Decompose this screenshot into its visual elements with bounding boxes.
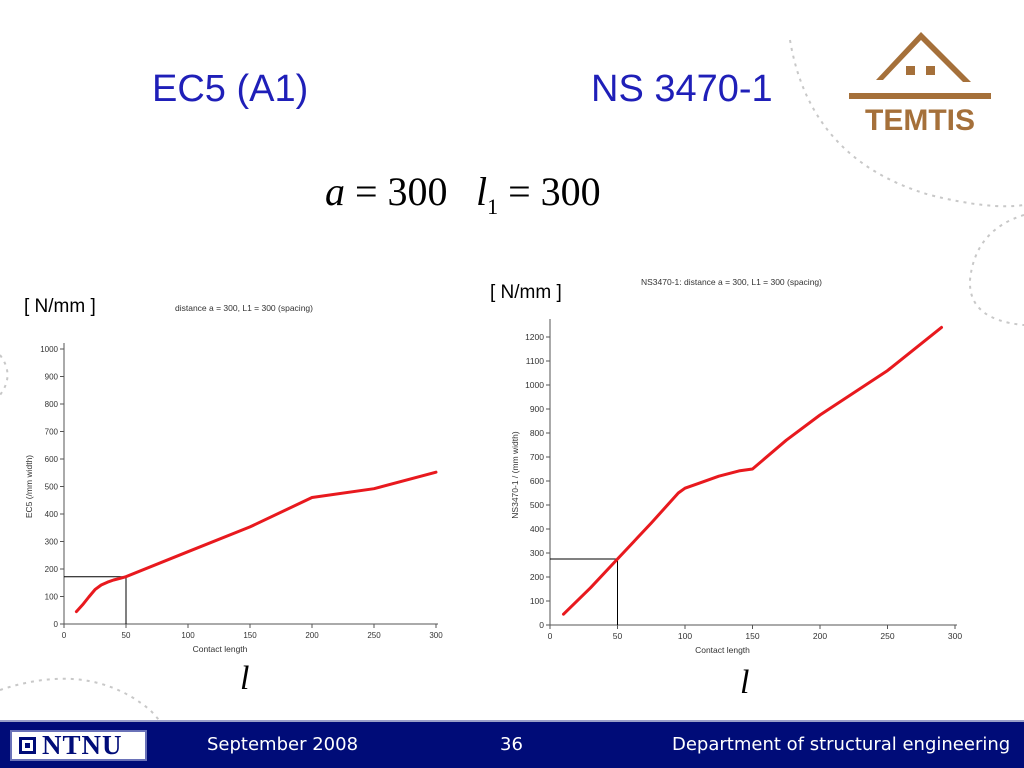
y-tick-label: 1000 (525, 380, 544, 390)
x-tick-label: 200 (305, 631, 319, 640)
formula-l-var: l (476, 169, 488, 214)
x-axis-label: Contact length (193, 644, 248, 654)
y-axis-label: NS3470-1 / (mm width) (510, 431, 520, 519)
y-tick-label: 500 (530, 500, 544, 510)
y-tick-label: 100 (45, 593, 59, 602)
ntnu-logo-text: NTNU (42, 730, 123, 760)
formula-a-var: a (325, 169, 345, 214)
temtis-logo: TEMTIS (849, 32, 991, 136)
series-line (74, 470, 438, 614)
deco-arc-top (789, 39, 1024, 208)
unit-label-right: [ N/mm ] (490, 282, 562, 303)
y-tick-label: 700 (530, 452, 544, 462)
contact-length-symbol-right: l (740, 664, 750, 701)
ntnu-logo: NTNU (10, 730, 147, 761)
y-tick-label: 100 (530, 596, 544, 606)
y-tick-label: 200 (530, 572, 544, 582)
x-tick-label: 150 (745, 631, 759, 641)
y-tick-label: 0 (539, 620, 544, 630)
y-tick-label: 200 (45, 565, 59, 574)
series-line (562, 325, 943, 616)
y-tick-label: 600 (530, 476, 544, 486)
y-tick-label: 700 (45, 428, 59, 437)
x-tick-label: 250 (880, 631, 894, 641)
y-tick-label: 800 (45, 400, 59, 409)
y-tick-label: 900 (530, 404, 544, 414)
formula-distance: a = 300 (325, 168, 448, 215)
y-axis-label: EC5 (/mm width) (24, 455, 34, 518)
y-tick-label: 900 (45, 373, 59, 382)
x-tick-label: 100 (181, 631, 195, 640)
y-tick-label: 500 (45, 483, 59, 492)
logo-text: TEMTIS (865, 104, 975, 136)
x-tick-label: 50 (613, 631, 623, 641)
x-tick-label: 150 (243, 631, 257, 640)
deco-arc-right (968, 214, 1024, 326)
x-tick-label: 100 (678, 631, 692, 641)
footer-department: Department of structural engineering (672, 734, 1011, 755)
title-ec5: EC5 (A1) (152, 68, 309, 110)
x-axis-label: Contact length (695, 645, 750, 655)
y-tick-label: 1100 (526, 356, 545, 366)
x-tick-label: 50 (122, 631, 131, 640)
y-tick-label: 300 (530, 548, 544, 558)
footer-bar: NTNU (0, 720, 1024, 768)
formula-l-value: = 300 (498, 169, 601, 214)
contact-length-symbol-left: l (240, 660, 250, 697)
x-tick-label: 250 (367, 631, 381, 640)
y-tick-label: 300 (45, 538, 59, 547)
footer-page-number: 36 (500, 734, 523, 755)
x-tick-label: 0 (548, 631, 553, 641)
y-tick-label: 400 (45, 510, 59, 519)
unit-label-left: [ N/mm ] (24, 296, 96, 317)
y-tick-label: 600 (45, 455, 59, 464)
chart-title: NS3470-1: distance a = 300, L1 = 300 (sp… (641, 277, 822, 287)
house-icon (849, 32, 991, 99)
chart-title: distance a = 300, L1 = 300 (spacing) (175, 303, 313, 313)
y-tick-label: 400 (530, 524, 544, 534)
footer-date: September 2008 (207, 734, 359, 755)
y-tick-label: 0 (54, 620, 59, 629)
title-ns3470: NS 3470-1 (591, 68, 773, 110)
x-tick-label: 300 (948, 631, 962, 641)
formula-l-sub: 1 (487, 194, 499, 219)
y-tick-label: 1000 (40, 345, 58, 354)
formula-spacing: l1 = 300 (476, 168, 601, 220)
formula-a-value: = 300 (345, 169, 448, 214)
x-tick-label: 0 (62, 631, 67, 640)
x-tick-label: 300 (429, 631, 443, 640)
ntnu-square-icon (19, 737, 36, 754)
y-tick-label: 1200 (525, 332, 544, 342)
y-tick-label: 800 (530, 428, 544, 438)
x-tick-label: 200 (813, 631, 827, 641)
